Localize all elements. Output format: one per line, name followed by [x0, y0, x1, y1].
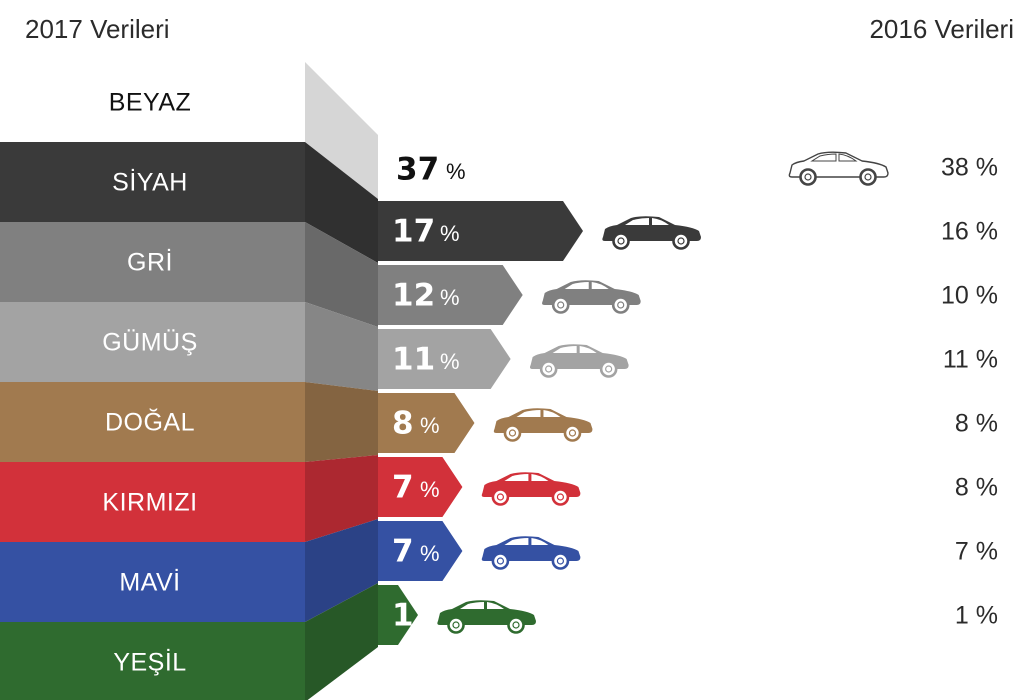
- car-icon: [542, 280, 641, 314]
- color-band-5: [0, 462, 305, 542]
- bar-2017-3: [378, 329, 511, 389]
- color-band-3: [0, 302, 305, 382]
- color-band-1: [0, 142, 305, 222]
- connector-5: [305, 455, 378, 542]
- bar-2017-6: [378, 521, 463, 581]
- category-label: YEŞİL: [113, 648, 186, 677]
- car-icon: [529, 344, 629, 378]
- value-2017-label: 12: [392, 278, 435, 314]
- header-2017: 2017 Verileri: [25, 14, 170, 44]
- connector-3: [305, 302, 378, 391]
- car-icon: [788, 151, 889, 186]
- percent-sign: %: [420, 413, 440, 438]
- percent-sign: %: [420, 477, 440, 502]
- car-icon: [493, 408, 593, 442]
- value-2017-label: 17: [392, 214, 435, 250]
- connector-6: [305, 519, 378, 622]
- value-2017-label: 1: [392, 598, 414, 634]
- percent-sign: %: [420, 541, 440, 566]
- bar-2017-2: [378, 265, 523, 325]
- category-label: KIRMIZI: [102, 489, 197, 517]
- category-label: BEYAZ: [109, 89, 192, 117]
- connector-4: [305, 382, 378, 462]
- value-2017-label: 11: [392, 342, 435, 378]
- connector-2: [305, 222, 378, 327]
- value-2016-label: 8 %: [955, 410, 998, 438]
- color-band-7: [0, 622, 305, 700]
- percent-sign: %: [440, 221, 460, 246]
- category-label: SİYAH: [112, 168, 188, 197]
- value-2017-label: 7: [392, 534, 414, 570]
- connector-7: [305, 583, 378, 700]
- car-icon: [437, 600, 536, 634]
- connector-0: [305, 62, 378, 199]
- value-2016-label: 11 %: [943, 346, 998, 374]
- bar-2017-1: [378, 201, 583, 261]
- value-2016-label: 7 %: [955, 538, 998, 566]
- bar-2017-7: [378, 585, 418, 645]
- color-band-2: [0, 222, 305, 302]
- value-2016-label: 1 %: [955, 602, 998, 630]
- value-2016-label: 38 %: [941, 154, 998, 182]
- car-icon: [602, 216, 701, 250]
- percent-sign: %: [440, 349, 460, 374]
- percent-sign: %: [446, 159, 466, 184]
- category-label: GÜMÜŞ: [102, 329, 198, 357]
- value-2016-label: 8 %: [955, 474, 998, 502]
- bar-2017-5: [378, 457, 463, 517]
- header-2016: 2016 Verileri: [869, 14, 1014, 44]
- car-icon: [481, 472, 581, 506]
- category-label: MAVİ: [119, 568, 180, 597]
- car-icon: [481, 536, 581, 570]
- bar-2017-4: [378, 393, 475, 453]
- color-band-6: [0, 542, 305, 622]
- value-2017-label: 8: [392, 406, 414, 442]
- color-band-4: [0, 382, 305, 462]
- value-2017-label: 7: [392, 470, 414, 506]
- connector-1: [305, 142, 378, 263]
- value-2016-label: 16 %: [941, 218, 998, 246]
- category-label: DOĞAL: [105, 408, 195, 437]
- category-label: GRİ: [127, 248, 173, 277]
- percent-sign: %: [440, 285, 460, 310]
- value-2016-label: 10 %: [941, 282, 998, 310]
- value-2017-label: 37: [396, 152, 439, 188]
